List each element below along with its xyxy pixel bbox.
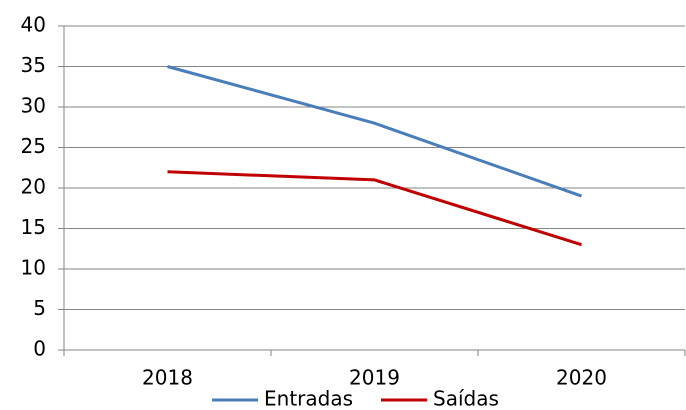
x-tick-label: 2020 — [556, 366, 607, 390]
series-line — [167, 65, 582, 198]
y-tick-label: 15 — [21, 215, 46, 239]
y-tick-label: 10 — [21, 256, 46, 280]
y-tick-label: 30 — [21, 94, 46, 118]
y-tick-label: 5 — [33, 296, 46, 320]
legend-label: Saídas — [433, 387, 499, 410]
y-tick-label: 35 — [21, 53, 46, 77]
y-tick-label: 40 — [21, 13, 46, 37]
x-tick-label: 2018 — [142, 366, 193, 390]
x-tick-label: 2019 — [349, 366, 400, 390]
legend-label: Entradas — [264, 387, 353, 410]
series-line — [167, 170, 582, 247]
y-tick-label: 20 — [21, 175, 46, 199]
y-tick-label: 25 — [21, 134, 46, 158]
y-tick-label: 0 — [33, 337, 46, 361]
